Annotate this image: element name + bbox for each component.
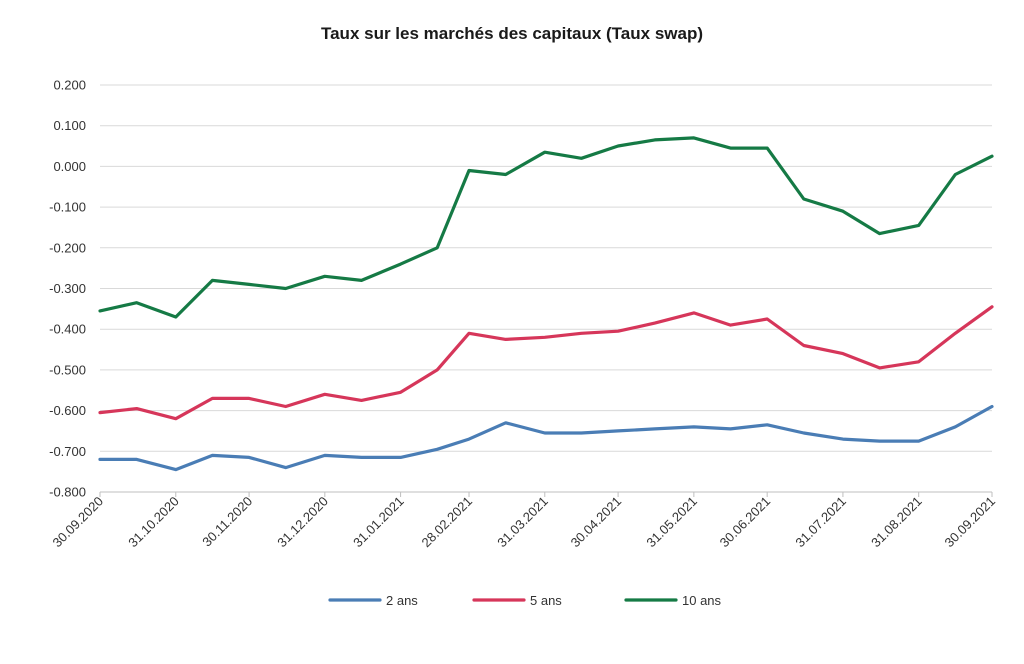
series-lines	[98, 136, 994, 472]
y-tick-label: -0.100	[49, 200, 86, 215]
y-tick-label: -0.700	[49, 444, 86, 459]
chart-title: Taux sur les marchés des capitaux (Taux …	[320, 24, 704, 43]
y-tick-label: 0.000	[53, 159, 86, 174]
series-line-10-ans	[98, 136, 994, 319]
gridlines	[100, 84, 992, 493]
x-tick-label: 30.04.2021	[568, 494, 625, 551]
y-tick-label: -0.200	[49, 240, 86, 255]
x-tick-label: 31.03.2021	[494, 494, 551, 551]
y-tick-label: -0.600	[49, 403, 86, 418]
y-tick-label: -0.300	[49, 281, 86, 296]
series-line-5-ans	[98, 305, 994, 421]
x-tick-label: 31.10.2020	[125, 494, 182, 551]
x-tick-label: 30.09.2021	[941, 494, 998, 551]
y-tick-label: -0.400	[49, 322, 86, 337]
x-tick-label: 31.08.2021	[868, 494, 925, 551]
legend-label: 5 ans	[530, 593, 562, 608]
x-tick-label: 28.02.2021	[419, 494, 476, 551]
x-tick-label: 30.06.2021	[717, 494, 774, 551]
x-tick-label: 31.12.2020	[274, 494, 331, 551]
series-line-2-ans	[98, 404, 994, 472]
x-tick-label: 30.11.2020	[199, 494, 255, 550]
y-tick-label: -0.800	[49, 485, 86, 500]
x-tick-label: 30.09.2020	[49, 494, 106, 551]
x-tick-label: 31.07.2021	[792, 494, 849, 551]
legend-label: 10 ans	[682, 593, 722, 608]
y-tick-label: -0.500	[49, 362, 86, 377]
legend-label: 2 ans	[386, 593, 418, 608]
y-tick-label: 0.200	[53, 78, 86, 93]
x-tick-label: 31.01.2021	[350, 494, 407, 551]
y-tick-label: 0.100	[53, 118, 86, 133]
legend: 2 ans 5 ans 10 ans	[328, 593, 722, 608]
y-axis-ticks: 0.200 0.100 0.000 -0.100 -0.200 -0.300 -0.400 -…	[49, 78, 86, 500]
x-tick-label: 31.05.2021	[643, 494, 700, 551]
x-axis: 30.09.2020 31.10.2020 30.11.2020 31.12.2020…	[49, 491, 998, 551]
